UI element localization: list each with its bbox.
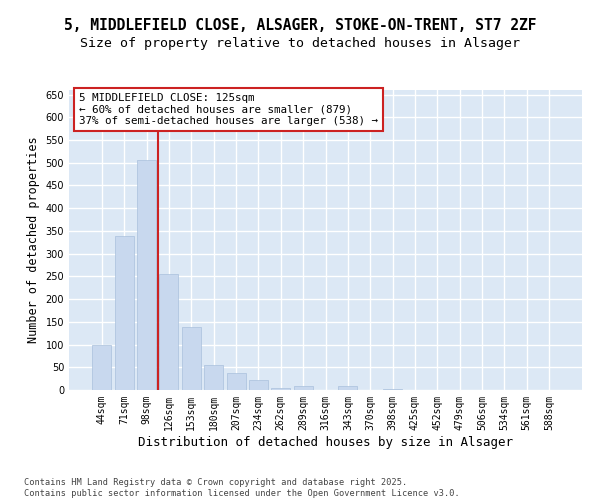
Bar xyxy=(249,380,268,390)
Text: 5, MIDDLEFIELD CLOSE, ALSAGER, STOKE-ON-TRENT, ST7 2ZF: 5, MIDDLEFIELD CLOSE, ALSAGER, STOKE-ON-… xyxy=(64,18,536,32)
Bar xyxy=(160,274,178,390)
Bar xyxy=(137,160,156,390)
Text: Size of property relative to detached houses in Alsager: Size of property relative to detached ho… xyxy=(80,38,520,51)
Bar xyxy=(115,236,134,390)
Bar xyxy=(182,328,201,390)
Y-axis label: Number of detached properties: Number of detached properties xyxy=(27,136,40,344)
Bar xyxy=(92,345,112,390)
Bar xyxy=(227,372,245,390)
Bar xyxy=(293,386,313,390)
Bar xyxy=(271,388,290,390)
Text: Contains HM Land Registry data © Crown copyright and database right 2025.
Contai: Contains HM Land Registry data © Crown c… xyxy=(24,478,460,498)
Bar xyxy=(383,388,402,390)
X-axis label: Distribution of detached houses by size in Alsager: Distribution of detached houses by size … xyxy=(138,436,513,448)
Text: 5 MIDDLEFIELD CLOSE: 125sqm
← 60% of detached houses are smaller (879)
37% of se: 5 MIDDLEFIELD CLOSE: 125sqm ← 60% of det… xyxy=(79,93,378,126)
Bar xyxy=(338,386,358,390)
Bar xyxy=(204,366,223,390)
